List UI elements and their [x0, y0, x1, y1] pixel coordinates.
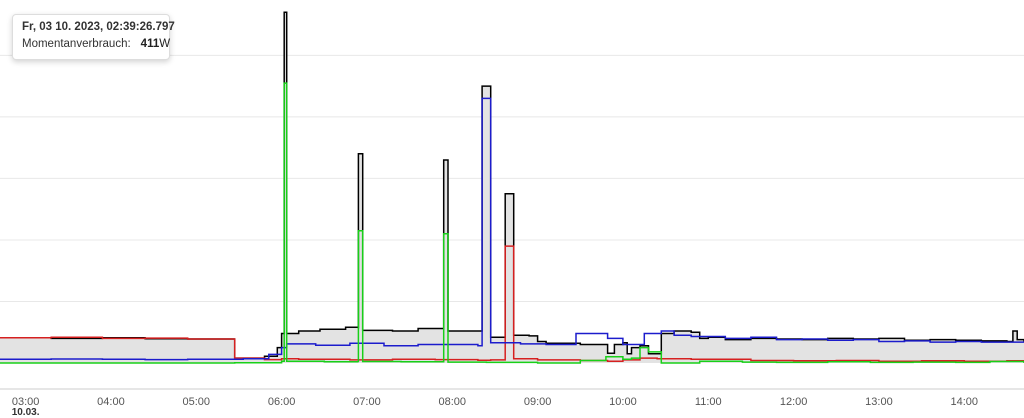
x-tick-label: 13:00	[865, 396, 893, 408]
x-tick-label: 07:00	[353, 396, 381, 408]
x-tick-label: 04:00	[97, 396, 125, 408]
series-4-line	[0, 82, 1024, 364]
x-tick-label: 10:00	[609, 396, 637, 408]
tooltip: Fr, 03 10. 2023, 02:39:26.797 Momentanve…	[12, 14, 175, 60]
x-tick-label: 08:00	[439, 396, 467, 408]
x-axis: 03:00 04:00 05:00 06:00 07:00 08:00 09:00 10:00…	[0, 388, 1024, 418]
x-tick-label: 05:00	[183, 396, 211, 408]
x-tick-label: 03:00	[12, 396, 40, 408]
series-2-line	[0, 245, 1024, 362]
tooltip-unit: W	[159, 38, 171, 50]
tooltip-row: Momentanverbrauch: 411W	[22, 38, 170, 50]
x-tick-label: 11:00	[695, 396, 722, 408]
series-1-area	[0, 12, 1024, 364]
x-tick-label: 14:00	[951, 396, 979, 408]
tooltip-label: Momentanverbrauch:	[22, 38, 131, 50]
series-3-line	[0, 97, 1024, 361]
grid	[0, 54, 1024, 302]
tooltip-title: Fr, 03 10. 2023, 02:39:26.797	[22, 21, 175, 33]
x-tick-label: 06:00	[268, 396, 296, 408]
x-tick-label: 12:00	[780, 396, 808, 408]
tooltip-value: 411	[140, 38, 160, 50]
series-group	[0, 11, 1024, 364]
x-tick-label: 09:00	[524, 396, 552, 408]
x-tick-date-label: 10.03.	[12, 407, 40, 418]
